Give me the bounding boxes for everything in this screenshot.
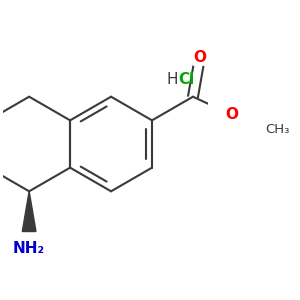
Text: O: O xyxy=(225,107,238,122)
Text: NH₂: NH₂ xyxy=(13,242,45,256)
Text: O: O xyxy=(194,50,206,64)
Text: H: H xyxy=(167,72,178,87)
Text: CH₃: CH₃ xyxy=(265,123,290,136)
Polygon shape xyxy=(22,191,36,232)
Text: Cl: Cl xyxy=(178,72,194,87)
